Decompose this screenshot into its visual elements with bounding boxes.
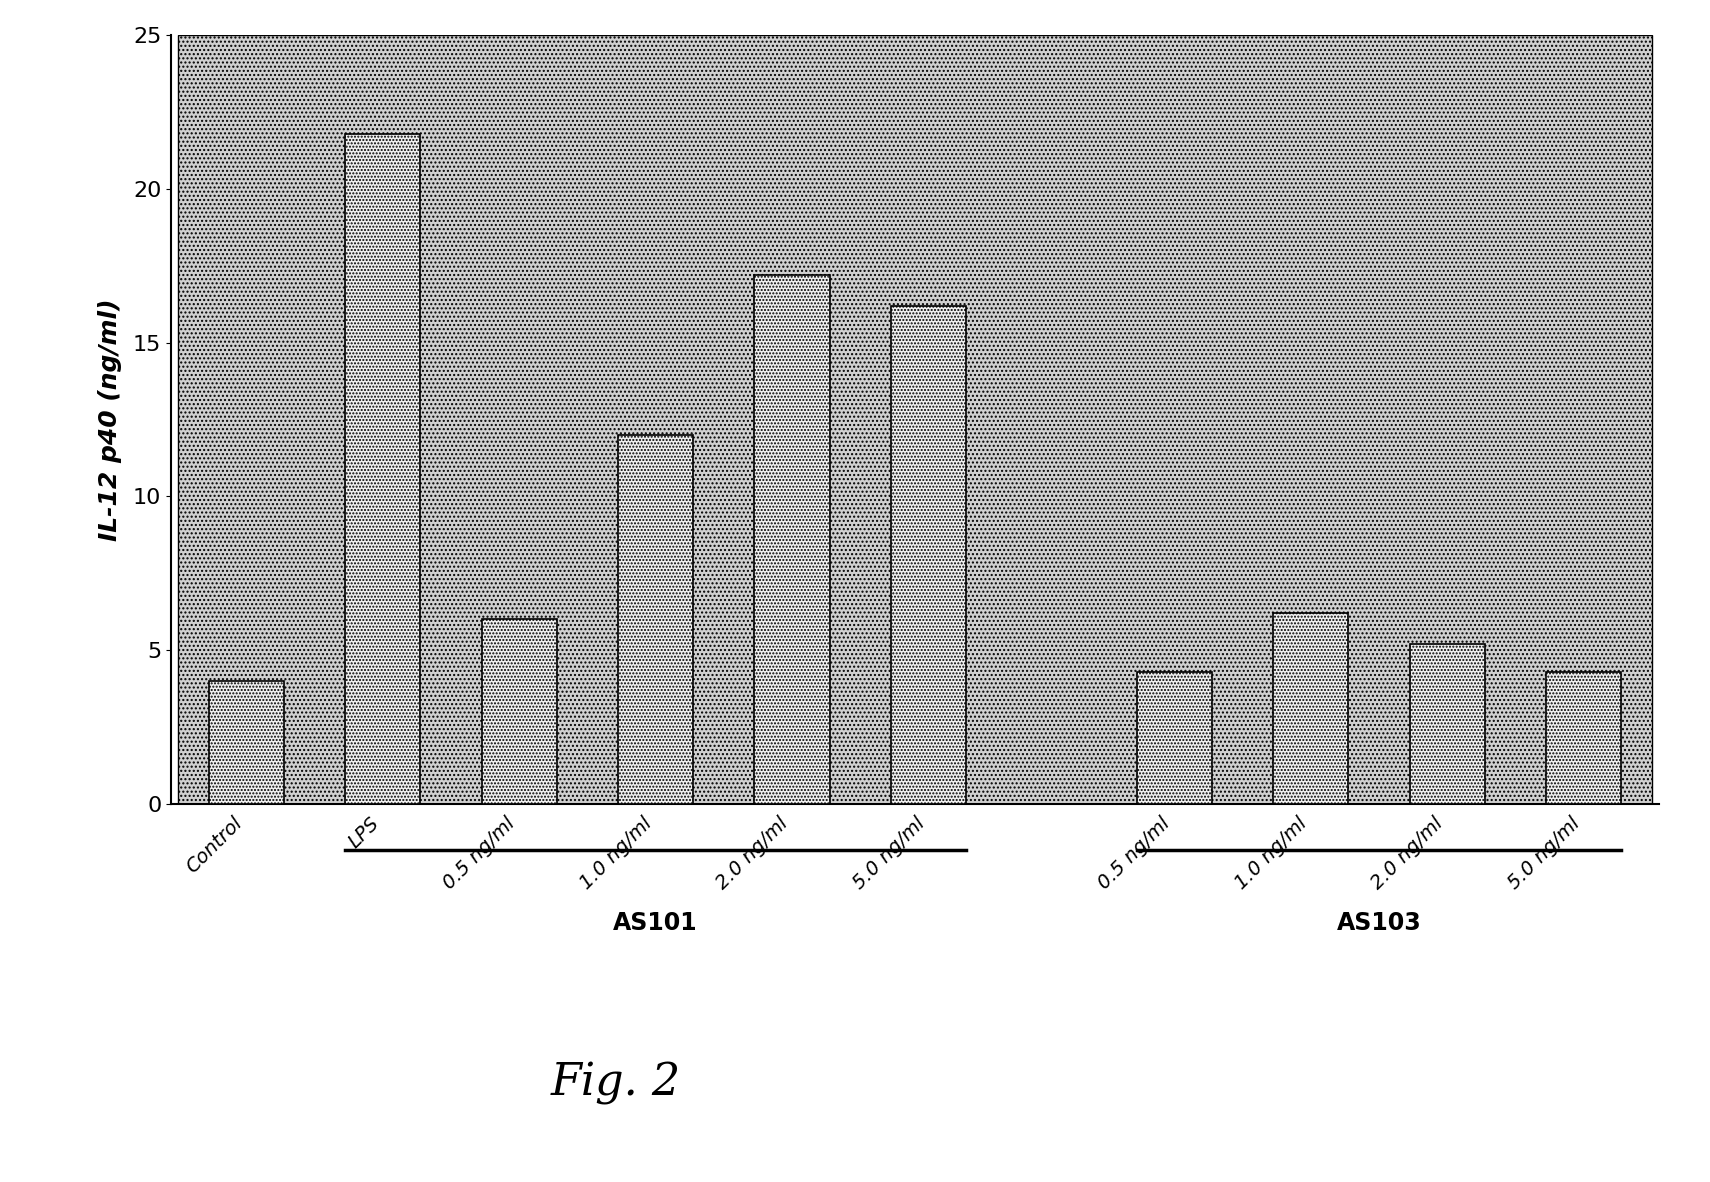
Y-axis label: IL-12 p40 (ng/ml): IL-12 p40 (ng/ml) xyxy=(97,298,121,541)
Bar xyxy=(1409,644,1484,804)
Bar xyxy=(617,435,693,804)
Bar xyxy=(1137,671,1212,804)
Bar xyxy=(891,306,966,804)
Bar xyxy=(209,681,284,804)
Text: AS101: AS101 xyxy=(614,911,698,935)
Bar xyxy=(754,275,829,804)
Text: Fig. 2: Fig. 2 xyxy=(551,1061,681,1105)
Bar xyxy=(345,134,421,804)
Text: AS103: AS103 xyxy=(1337,911,1421,935)
Bar xyxy=(1546,671,1621,804)
Bar xyxy=(1274,613,1347,804)
Bar xyxy=(482,619,556,804)
